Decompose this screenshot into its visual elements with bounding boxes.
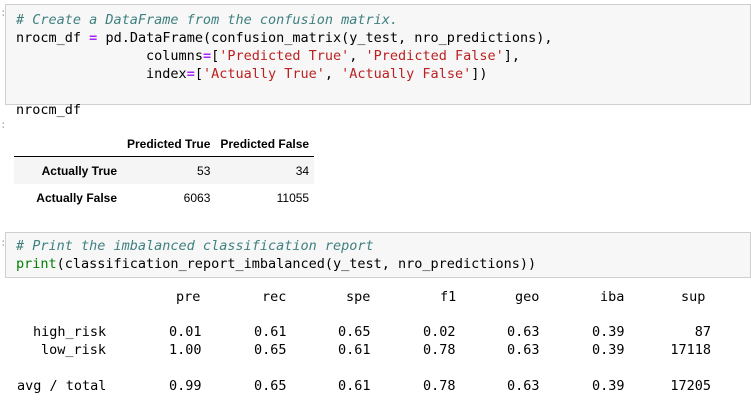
- code-text: ]): [471, 66, 488, 82]
- code-text: pd.DataFrame(confusion_matrix(y_test, nr…: [97, 30, 553, 46]
- code-variable: nrocm_df: [16, 30, 82, 46]
- output-gutter-marker: :: [0, 118, 7, 131]
- cell-gutter-marker: :: [0, 236, 7, 249]
- code-comment: # Print the imbalanced classification re…: [16, 238, 374, 254]
- dataframe-header-row: Predicted True Predicted False: [14, 131, 315, 157]
- code-builtin: print: [16, 256, 57, 272]
- report-value: 87: [694, 324, 711, 340]
- dataframe-column-header: Predicted False: [215, 131, 315, 157]
- report-header: spe: [346, 289, 371, 305]
- dataframe-cell: 34: [295, 163, 310, 178]
- report-value: 17205: [670, 378, 711, 394]
- report-value: 0.63: [507, 378, 540, 394]
- report-value: 0.02: [423, 324, 456, 340]
- dataframe-row: Actually False 6063 11055: [14, 184, 314, 211]
- report-value: 0.61: [338, 342, 371, 358]
- code-variable: nrocm_df: [16, 102, 82, 118]
- dataframe-row: Actually True 53 34: [14, 156, 315, 184]
- report-value: 17118: [670, 342, 711, 358]
- report-value: 0.01: [169, 324, 202, 340]
- report-value: 1.00: [169, 342, 202, 358]
- report-header: f1: [440, 289, 457, 305]
- code-operator: =: [186, 66, 195, 82]
- report-row-label: avg / total: [17, 378, 107, 394]
- code-text: ],: [503, 48, 520, 64]
- report-value: 0.99: [169, 378, 202, 394]
- code-keyword-arg: index: [146, 66, 187, 82]
- dataframe-cell: 11055: [276, 190, 310, 205]
- code-keyword-arg: columns: [146, 48, 203, 64]
- code-block-2[interactable]: # Print the imbalanced classification re…: [16, 237, 536, 273]
- code-cell-input-1[interactable]: # Create a DataFrame from the confusion …: [5, 4, 751, 118]
- report-header: iba: [600, 289, 625, 305]
- dataframe-row-index: Actually False: [36, 190, 117, 205]
- dataframe-cell: 53: [197, 163, 211, 178]
- report-value: 0.39: [592, 324, 625, 340]
- code-comment: # Create a DataFrame from the confusion …: [16, 12, 399, 28]
- code-operator: =: [89, 30, 98, 46]
- code-string: 'Predicted False': [365, 48, 504, 64]
- code-string: 'Actually True': [202, 66, 325, 82]
- report-header: sup: [681, 289, 706, 305]
- cell-gutter-marker: :: [0, 6, 7, 19]
- code-string: 'Predicted True': [219, 48, 350, 64]
- code-text: [: [211, 48, 220, 64]
- dataframe-table: Predicted True Predicted False Actually …: [14, 131, 315, 211]
- code-cell-input-2[interactable]: # Print the imbalanced classification re…: [5, 232, 751, 278]
- code-text: ,: [324, 66, 342, 82]
- report-row-label: low_risk: [41, 342, 107, 358]
- report-value: 0.63: [507, 342, 540, 358]
- code-text: (classification_report_imbalanced(y_test…: [56, 256, 537, 272]
- report-value: 0.65: [338, 324, 371, 340]
- report-value: 0.78: [423, 378, 456, 394]
- code-text: [: [194, 66, 203, 82]
- report-value: 0.61: [254, 324, 287, 340]
- report-header: geo: [515, 289, 540, 305]
- report-value: 0.39: [592, 378, 625, 394]
- code-block-1[interactable]: # Create a DataFrame from the confusion …: [16, 11, 552, 119]
- report-value: 0.63: [507, 324, 540, 340]
- dataframe-cell: 6063: [183, 190, 211, 205]
- dataframe-column-header: Predicted True: [122, 131, 216, 157]
- code-operator: =: [202, 48, 212, 64]
- code-string: 'Actually False': [341, 66, 472, 82]
- dataframe-index-header: [14, 131, 122, 157]
- report-value: 0.65: [254, 342, 287, 358]
- report-row-label: high_risk: [33, 324, 107, 340]
- dataframe-row-index: Actually True: [41, 163, 117, 178]
- code-text: ,: [349, 48, 366, 64]
- report-value: 0.39: [592, 342, 625, 358]
- report-header: rec: [262, 289, 287, 305]
- report-header: pre: [176, 289, 201, 305]
- report-value: 0.61: [338, 378, 371, 394]
- report-value: 0.78: [423, 342, 456, 358]
- report-value: 0.65: [254, 378, 287, 394]
